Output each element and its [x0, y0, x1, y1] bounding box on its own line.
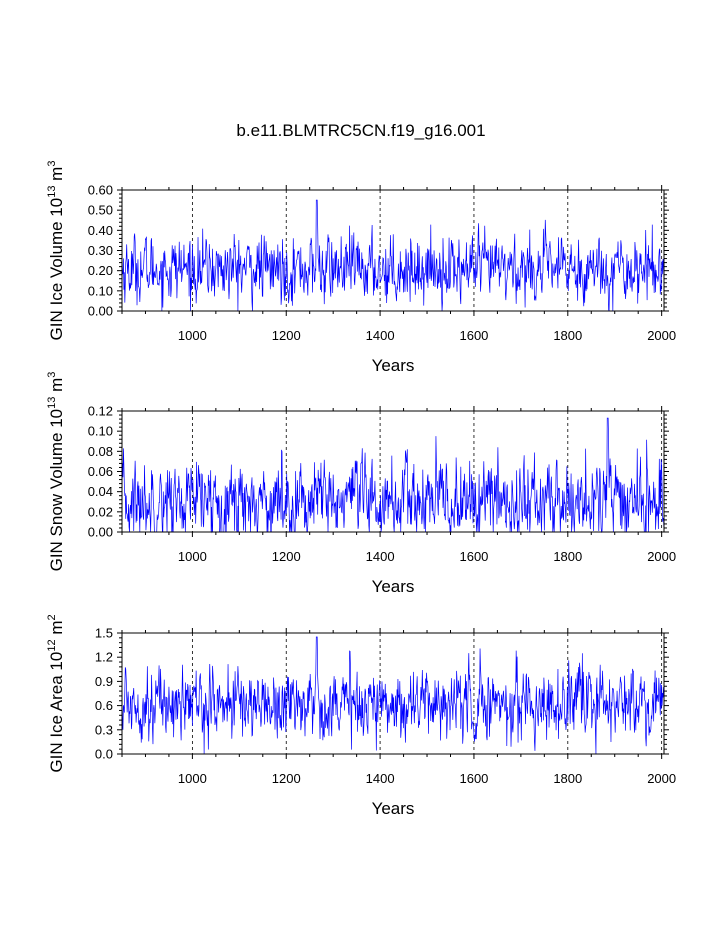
x-tick-label: 1000 — [178, 549, 207, 564]
x-tick-label: 1800 — [553, 549, 582, 564]
x-tick-label: 1400 — [366, 328, 395, 343]
x-tick-label: 1200 — [272, 771, 301, 786]
series-line-snow-volume — [121, 417, 665, 534]
series-line-ice-volume — [121, 199, 665, 312]
x-tick-label: 1600 — [459, 771, 488, 786]
x-tick-label: 1400 — [366, 771, 395, 786]
y-tick-label: 0.40 — [88, 223, 113, 238]
y-axis-label: GIN Ice Area 1012 m2 — [46, 614, 66, 772]
x-tick-label: 1800 — [553, 771, 582, 786]
y-tick-label: 0.06 — [88, 464, 113, 479]
panel-snow-volume: 1000 1200 1400 1600 1800 2000 0.00 0.02 0.04 0.06… — [46, 372, 676, 596]
y-tick-label: 0.6 — [95, 698, 113, 713]
panel-ice-volume: 1000 1200 1400 1600 1800 2000 0.00 0.10 0.20 0.30… — [46, 161, 676, 375]
y-axis-label: GIN Ice Volume 1013 m3 — [46, 161, 66, 341]
x-axis-label: Years — [372, 799, 415, 818]
y-tick-label: 1.5 — [95, 626, 113, 641]
x-axis-label: Years — [372, 577, 415, 596]
plot-frame — [121, 632, 665, 755]
y-tick-label: 0.08 — [88, 444, 113, 459]
y-tick-label: 0.00 — [88, 525, 113, 540]
y-tick-label: 0.3 — [95, 722, 113, 737]
y-tick-label: 0.60 — [88, 183, 113, 198]
x-tick-label: 1000 — [178, 771, 207, 786]
y-tick-label: 0.20 — [88, 263, 113, 278]
x-tick-label: 1600 — [459, 328, 488, 343]
y-tick-label: 0.12 — [88, 404, 113, 419]
x-tick-label: 1600 — [459, 549, 488, 564]
y-tick-label: 0.30 — [88, 243, 113, 258]
panel-ice-area: 1000 1200 1400 1600 1800 2000 0.0 0.3 0.6 0.9 1.2 1… — [46, 614, 676, 818]
x-tick-label: 2000 — [647, 549, 676, 564]
x-tick-label: 2000 — [647, 771, 676, 786]
x-tick-label: 1200 — [272, 328, 301, 343]
x-tick-label: 1400 — [366, 549, 395, 564]
y-tick-label: 1.2 — [95, 650, 113, 665]
y-tick-label: 0.02 — [88, 504, 113, 519]
x-axis-label: Years — [372, 356, 415, 375]
figure-title: b.e11.BLMTRC5CN.f19_g16.001 — [236, 121, 485, 140]
y-tick-label: 0.04 — [88, 484, 113, 499]
y-tick-label: 0.10 — [88, 283, 113, 298]
x-tick-label: 2000 — [647, 328, 676, 343]
y-tick-label: 0.0 — [95, 747, 113, 762]
y-tick-label: 0.9 — [95, 674, 113, 689]
x-tick-label: 1200 — [272, 549, 301, 564]
y-tick-label: 0.50 — [88, 203, 113, 218]
y-axis-label: GIN Snow Volume 1013 m3 — [46, 372, 66, 572]
x-tick-label: 1800 — [553, 328, 582, 343]
y-tick-label: 0.10 — [88, 424, 113, 439]
y-tick-label: 0.00 — [88, 304, 113, 319]
x-tick-label: 1000 — [178, 328, 207, 343]
series-line-ice-area — [121, 636, 665, 755]
